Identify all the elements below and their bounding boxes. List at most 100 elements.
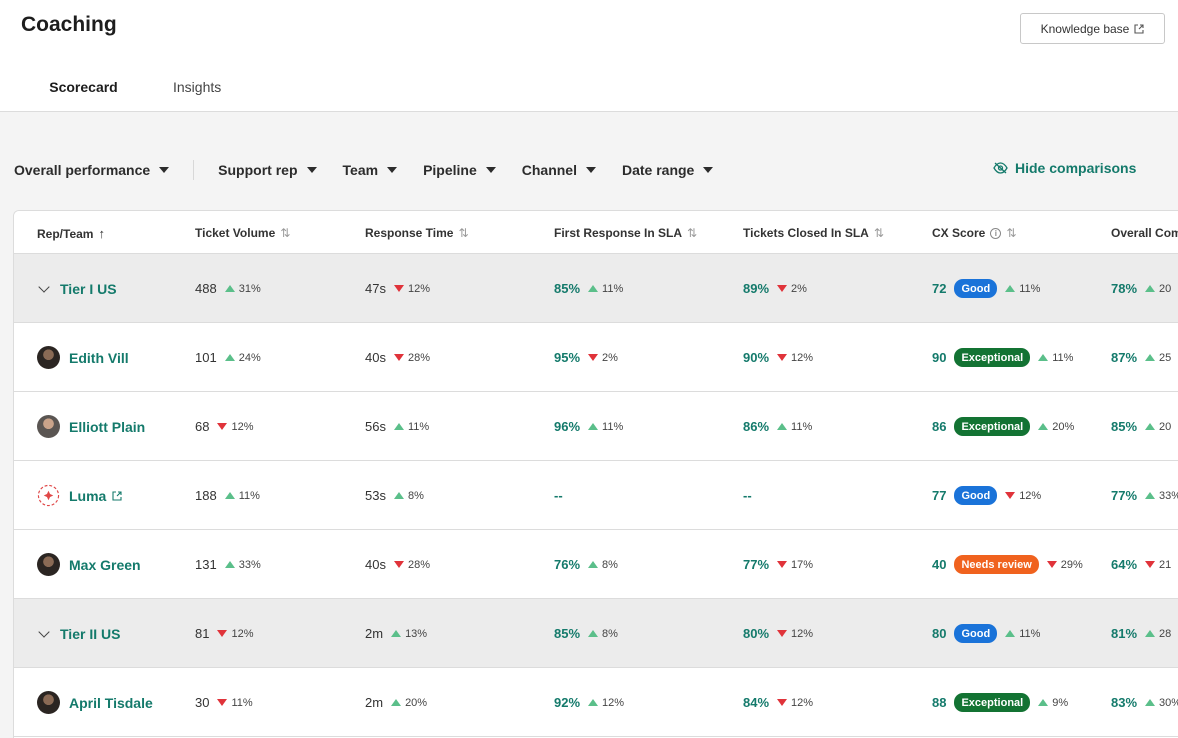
col-response-time[interactable]: Response Time ⇅ (365, 226, 469, 240)
table-row[interactable]: Max Green 131 33% 40s 28% 76% 8% 77% 17% 40 Needs … (14, 530, 1178, 599)
tab-scorecard[interactable]: Scorecard (20, 72, 147, 114)
arrow-up-icon (224, 285, 235, 292)
response-time-cell: 56s 11% (365, 392, 429, 461)
caret-down-icon (485, 167, 496, 173)
arrow-down-icon (777, 561, 788, 568)
col-rep-team[interactable]: Rep/Team ↑ (37, 226, 105, 241)
delta-indicator: 12% (588, 697, 624, 709)
info-icon[interactable]: i (990, 227, 1002, 239)
col-cx-score[interactable]: CX Score i ⇅ (932, 226, 1016, 240)
overall-cell: 64% 21 (1111, 530, 1171, 599)
filter-label: Overall performance (14, 162, 151, 178)
chevron-down-icon[interactable] (38, 280, 50, 293)
filter-pipeline[interactable]: Pipeline (423, 162, 496, 178)
knowledge-base-button[interactable]: Knowledge base (1020, 13, 1165, 44)
delta-indicator: 28% (393, 351, 430, 364)
cx-score-value: 77 (932, 488, 947, 503)
rep-name[interactable]: April Tisdale (69, 694, 153, 711)
delta-value: 13% (405, 627, 428, 640)
rep-name[interactable]: Max Green (69, 556, 141, 573)
response-time-cell: 53s 8% (365, 461, 424, 530)
rep-name[interactable]: Luma (69, 487, 107, 504)
first-response-sla-cell: 96% 11% (554, 392, 623, 461)
rep-cell: Max Green (37, 530, 141, 599)
arrow-up-icon (393, 492, 404, 499)
table-row[interactable]: Edith Vill 101 24% 40s 28% 95% 2% 90% 12% 90 Excep… (14, 323, 1178, 392)
col-label: Response Time (365, 226, 454, 240)
filter-date-range[interactable]: Date range (622, 162, 714, 178)
first-response-sla-value: -- (554, 488, 563, 503)
delta-value: 12% (791, 627, 814, 640)
status-badge: Good (954, 486, 998, 505)
hide-comparisons-button[interactable]: Hide comparisons (993, 160, 1136, 176)
delta-indicator: 12% (217, 420, 254, 433)
delta-value: 11% (1052, 351, 1074, 364)
table-row[interactable]: Elliott Plain 68 12% 56s 11% 96% 11% 86% 11% 86 Ex… (14, 392, 1178, 461)
sort-icon: ⇅ (280, 226, 291, 240)
delta-value: 31% (238, 282, 261, 295)
ticket-volume-cell: 81 12% (195, 599, 254, 668)
arrow-up-icon (1145, 423, 1156, 430)
overall-value: 85% (1111, 419, 1138, 434)
arrow-up-icon (1038, 423, 1049, 430)
col-overall[interactable]: Overall Com (1111, 226, 1178, 240)
delta-value: 11% (1019, 282, 1041, 295)
arrow-up-icon (588, 285, 599, 292)
col-tickets-closed-sla[interactable]: Tickets Closed In SLA ⇅ (743, 226, 884, 240)
delta-value: 29% (1060, 558, 1083, 571)
filter-support-rep[interactable]: Support rep (218, 162, 317, 178)
eye-off-icon (993, 162, 1008, 174)
delta-indicator: 11% (1005, 628, 1040, 640)
rep-name[interactable]: Edith Vill (69, 349, 129, 366)
tab-insights[interactable]: Insights (173, 79, 222, 95)
delta-indicator: 2% (777, 283, 807, 295)
tickets-closed-sla-value: -- (743, 488, 752, 503)
rep-cell: Tier II US (37, 599, 120, 668)
arrow-down-icon (777, 354, 788, 361)
delta-indicator: 28 (1145, 628, 1171, 640)
group-row[interactable]: Tier I US 488 31% 47s 12% 85% 11% 89% 2% 72 Good 11… (14, 254, 1178, 323)
overall-value: 81% (1111, 626, 1138, 641)
delta-value: 33% (238, 558, 261, 571)
delta-value: 28 (1159, 627, 1172, 640)
group-row[interactable]: Tier II US 81 12% 2m 13% 85% 8% 80% 12% 80 Good 11%… (14, 599, 1178, 668)
col-ticket-volume[interactable]: Ticket Volume ⇅ (195, 226, 290, 240)
delta-value: 28% (407, 351, 430, 364)
delta-value: 11% (791, 420, 813, 433)
filter-label: Channel (521, 162, 577, 178)
delta-indicator: 12% (217, 628, 254, 640)
arrow-up-icon (588, 630, 599, 637)
rep-cell: Tier I US (37, 254, 117, 323)
arrow-down-icon (393, 285, 404, 292)
overall-cell: 81% 28 (1111, 599, 1171, 668)
arrow-up-icon (1145, 630, 1156, 637)
delta-value: 12% (231, 420, 254, 433)
chevron-down-icon[interactable] (38, 625, 50, 638)
arrow-up-icon (1038, 699, 1049, 706)
response-time-value: 53s (365, 488, 386, 503)
col-first-response-sla[interactable]: First Response In SLA ⇅ (554, 226, 697, 240)
delta-value: 11% (407, 420, 430, 433)
filter-team[interactable]: Team (343, 162, 398, 178)
table-row[interactable]: April Tisdale 30 11% 2m 20% 92% 12% 84% 12% 88 Exc… (14, 668, 1178, 737)
cx-score-value: 88 (932, 695, 947, 710)
first-response-sla-cell: 92% 12% (554, 668, 624, 737)
group-name[interactable]: Tier I US (60, 280, 117, 297)
rep-name[interactable]: Elliott Plain (69, 418, 146, 435)
filter-overall-performance[interactable]: Overall performance (14, 162, 170, 178)
first-response-sla-cell: 76% 8% (554, 530, 618, 599)
delta-indicator: 24% (224, 352, 261, 364)
delta-value: 21 (1159, 558, 1172, 571)
delta-indicator: 33% (1145, 490, 1178, 502)
filter-channel[interactable]: Channel (522, 162, 596, 178)
external-link-icon[interactable] (112, 490, 122, 501)
overall-cell: 87% 25 (1111, 323, 1171, 392)
group-name[interactable]: Tier II US (60, 625, 121, 642)
table-row[interactable]: Luma 188 11% 53s 8% -- -- 77 Good 12% 77% 33% (14, 461, 1178, 530)
delta-indicator: 11% (393, 420, 430, 433)
avatar (37, 691, 60, 714)
overall-value: 83% (1111, 695, 1138, 710)
first-response-sla-value: 76% (554, 557, 581, 572)
caret-down-icon (159, 167, 170, 173)
first-response-sla-value: 95% (554, 350, 581, 365)
